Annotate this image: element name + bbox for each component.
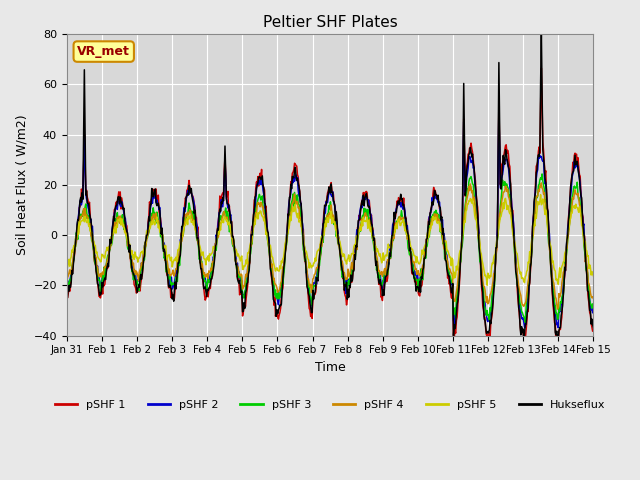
Text: VR_met: VR_met bbox=[77, 45, 130, 58]
Y-axis label: Soil Heat Flux ( W/m2): Soil Heat Flux ( W/m2) bbox=[15, 114, 28, 255]
Legend: pSHF 1, pSHF 2, pSHF 3, pSHF 4, pSHF 5, Hukseflux: pSHF 1, pSHF 2, pSHF 3, pSHF 4, pSHF 5, … bbox=[51, 396, 610, 414]
Title: Peltier SHF Plates: Peltier SHF Plates bbox=[262, 15, 397, 30]
X-axis label: Time: Time bbox=[315, 361, 346, 374]
